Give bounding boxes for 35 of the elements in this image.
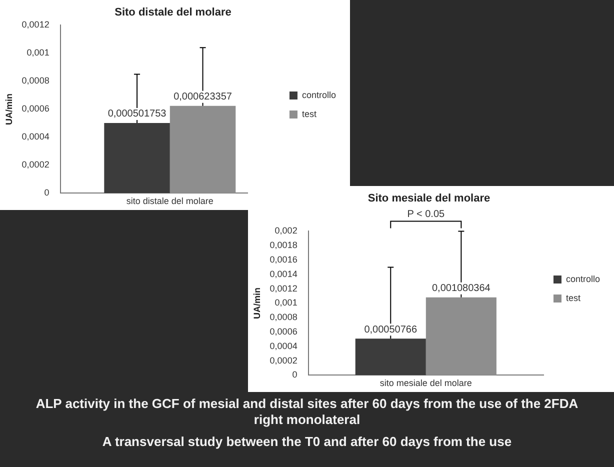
data-label: 0,00050766	[364, 324, 418, 336]
y-tick-label: 0,0002	[22, 160, 50, 170]
y-tick-label: 0,001	[274, 298, 298, 308]
y-tick-label: 0,0014	[270, 268, 298, 279]
y-axis-title: UA/min	[4, 93, 14, 125]
y-tick-label: 0,0008	[270, 312, 298, 322]
y-tick-label: 0,002	[274, 226, 298, 236]
text: A transversal study between the T0 and after 60 days from the use	[101, 434, 513, 450]
text: ALP activity in the GCF of mesial and distal sites after 60 days from the use of the 2FDA right monolateral	[34, 396, 580, 428]
data-label: 0,000501753	[108, 108, 167, 120]
chart-title: Sito distale del molare	[114, 6, 232, 19]
y-tick-label: 0,0004	[270, 340, 298, 351]
y-tick-label: 0,0018	[270, 240, 298, 250]
y-axis-title: UA/min	[252, 287, 262, 319]
y-tick-label: 0,0006	[22, 104, 50, 114]
y-tick-label: 0	[44, 188, 50, 198]
y-tick-label: 0,0016	[270, 254, 298, 264]
legend-label: test	[566, 292, 581, 303]
legend-label: controllo	[302, 90, 336, 100]
x-tick-label: sito mesiale del molare	[380, 378, 472, 388]
x-tick-label: sito distale del molare	[126, 196, 214, 206]
y-tick-label: 0,001	[26, 48, 50, 58]
y-tick-label: 0,0006	[270, 326, 298, 336]
chart-title: Sito mesiale del molare	[368, 192, 490, 205]
y-tick-label: 0,0004	[22, 132, 50, 142]
data-label: 0,001080364	[432, 283, 491, 294]
y-tick-label: 0,0012	[22, 20, 50, 30]
data-label: 0,000623357	[174, 92, 232, 103]
legend-label: controllo	[566, 274, 600, 284]
text: P < 0.05	[407, 208, 446, 220]
y-tick-label: 0	[292, 370, 298, 380]
y-tick-label: 0,0008	[22, 76, 50, 86]
legend-label: test	[302, 108, 317, 119]
y-tick-label: 0,0012	[270, 283, 298, 294]
y-tick-label: 0,0002	[270, 355, 298, 366]
